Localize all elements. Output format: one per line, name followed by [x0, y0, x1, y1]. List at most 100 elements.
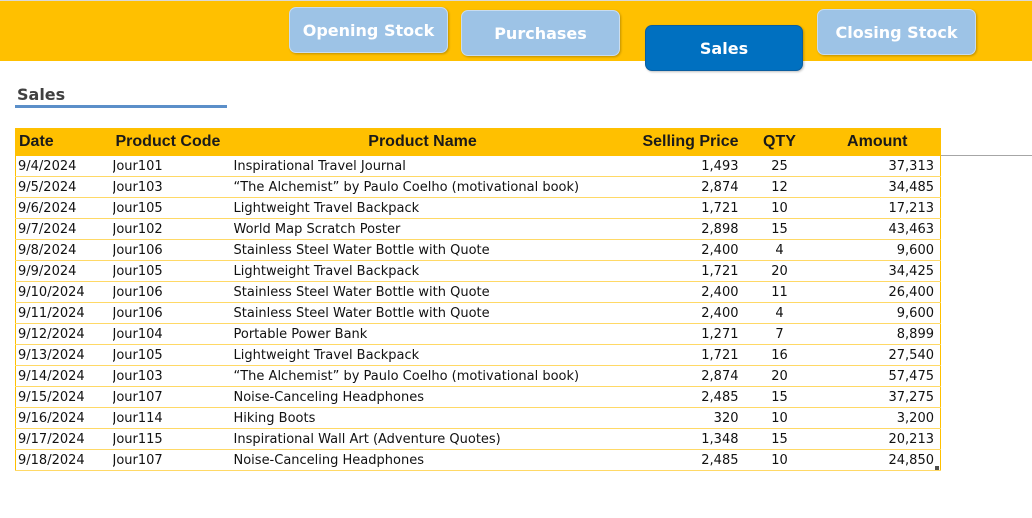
cell-product-name[interactable]: Lightweight Travel Backpack: [230, 260, 615, 282]
cell-qty[interactable]: 20: [744, 365, 815, 387]
cell-product-code[interactable]: Jour114: [112, 407, 231, 429]
table-row[interactable]: 9/16/2024 Jour114 Hiking Boots 320 10 3,200: [15, 407, 941, 429]
cell-selling-price[interactable]: 2,400: [614, 302, 745, 324]
cell-amount[interactable]: 57,475: [814, 365, 941, 387]
cell-date[interactable]: 9/9/2024: [15, 260, 113, 282]
cell-date[interactable]: 9/14/2024: [15, 365, 113, 387]
cell-amount[interactable]: 37,275: [814, 386, 941, 408]
cell-amount[interactable]: 34,485: [814, 176, 941, 198]
cell-qty[interactable]: 15: [744, 218, 815, 240]
table-row[interactable]: 9/14/2024 Jour103 “The Alchemist” by Paulo…: [15, 365, 941, 387]
table-row[interactable]: 9/4/2024 Jour101 Inspirational Travel Jour…: [15, 155, 941, 177]
cell-product-name[interactable]: “The Alchemist” by Paulo Coelho (motivat…: [230, 365, 615, 387]
cell-product-name[interactable]: Lightweight Travel Backpack: [230, 197, 615, 219]
cell-amount[interactable]: 24,850: [814, 449, 941, 471]
cell-selling-price[interactable]: 1,271: [614, 323, 745, 345]
cell-qty[interactable]: 16: [744, 344, 815, 366]
cell-selling-price[interactable]: 2,400: [614, 239, 745, 261]
cell-product-code[interactable]: Jour102: [112, 218, 231, 240]
table-row[interactable]: 9/9/2024 Jour105 Lightweight Travel Backpa…: [15, 260, 941, 282]
cell-selling-price[interactable]: 2,874: [614, 176, 745, 198]
cell-date[interactable]: 9/16/2024: [15, 407, 113, 429]
column-header-amount[interactable]: Amount: [814, 128, 941, 156]
column-header-date[interactable]: Date: [15, 128, 113, 156]
cell-selling-price[interactable]: 1,721: [614, 260, 745, 282]
cell-product-code[interactable]: Jour103: [112, 365, 231, 387]
cell-amount[interactable]: 20,213: [814, 428, 941, 450]
cell-amount[interactable]: 37,313: [814, 155, 941, 177]
cell-product-code[interactable]: Jour105: [112, 344, 231, 366]
table-row[interactable]: 9/18/2024 Jour107 Noise-Canceling Headphon…: [15, 449, 941, 471]
cell-product-code[interactable]: Jour106: [112, 281, 231, 303]
cell-product-code[interactable]: Jour106: [112, 239, 231, 261]
cell-product-code[interactable]: Jour106: [112, 302, 231, 324]
cell-selling-price[interactable]: 1,721: [614, 197, 745, 219]
cell-date[interactable]: 9/17/2024: [15, 428, 113, 450]
table-row[interactable]: 9/11/2024 Jour106 Stainless Steel Water Bo…: [15, 302, 941, 324]
cell-product-name[interactable]: Stainless Steel Water Bottle with Quote: [230, 281, 615, 303]
table-row[interactable]: 9/6/2024 Jour105 Lightweight Travel Backpa…: [15, 197, 941, 219]
cell-selling-price[interactable]: 2,485: [614, 449, 745, 471]
cell-selling-price[interactable]: 2,874: [614, 365, 745, 387]
cell-product-name[interactable]: Stainless Steel Water Bottle with Quote: [230, 239, 615, 261]
cell-date[interactable]: 9/4/2024: [15, 155, 113, 177]
cell-product-code[interactable]: Jour105: [112, 260, 231, 282]
cell-qty[interactable]: 4: [744, 239, 815, 261]
cell-qty[interactable]: 15: [744, 428, 815, 450]
cell-date[interactable]: 9/15/2024: [15, 386, 113, 408]
cell-product-code[interactable]: Jour115: [112, 428, 231, 450]
cell-selling-price[interactable]: 1,493: [614, 155, 745, 177]
tab-purchases[interactable]: Purchases: [461, 10, 620, 56]
cell-date[interactable]: 9/18/2024: [15, 449, 113, 471]
cell-amount[interactable]: 34,425: [814, 260, 941, 282]
cell-product-name[interactable]: Stainless Steel Water Bottle with Quote: [230, 302, 615, 324]
cell-product-name[interactable]: Portable Power Bank: [230, 323, 615, 345]
cell-amount[interactable]: 8,899: [814, 323, 941, 345]
cell-product-code[interactable]: Jour107: [112, 386, 231, 408]
cell-product-name[interactable]: Inspirational Wall Art (Adventure Quotes…: [230, 428, 615, 450]
table-row[interactable]: 9/5/2024 Jour103 “The Alchemist” by Paulo …: [15, 176, 941, 198]
cell-product-code[interactable]: Jour105: [112, 197, 231, 219]
cell-product-name[interactable]: “The Alchemist” by Paulo Coelho (motivat…: [230, 176, 615, 198]
cell-date[interactable]: 9/8/2024: [15, 239, 113, 261]
cell-date[interactable]: 9/5/2024: [15, 176, 113, 198]
table-row[interactable]: 9/7/2024 Jour102 World Map Scratch Poster 2…: [15, 218, 941, 240]
cell-qty[interactable]: 7: [744, 323, 815, 345]
cell-qty[interactable]: 10: [744, 407, 815, 429]
cell-amount[interactable]: 9,600: [814, 239, 941, 261]
table-row[interactable]: 9/10/2024 Jour106 Stainless Steel Water Bo…: [15, 281, 941, 303]
table-row[interactable]: 9/17/2024 Jour115 Inspirational Wall Art (…: [15, 428, 941, 450]
cell-selling-price[interactable]: 2,485: [614, 386, 745, 408]
cell-selling-price[interactable]: 2,898: [614, 218, 745, 240]
cell-amount[interactable]: 43,463: [814, 218, 941, 240]
column-header-qty[interactable]: QTY: [744, 128, 815, 156]
cell-amount[interactable]: 3,200: [814, 407, 941, 429]
cell-date[interactable]: 9/7/2024: [15, 218, 113, 240]
cell-date[interactable]: 9/11/2024: [15, 302, 113, 324]
cell-qty[interactable]: 11: [744, 281, 815, 303]
cell-qty[interactable]: 4: [744, 302, 815, 324]
cell-amount[interactable]: 9,600: [814, 302, 941, 324]
cell-product-name[interactable]: World Map Scratch Poster: [230, 218, 615, 240]
tab-sales[interactable]: Sales: [645, 25, 803, 71]
cell-qty[interactable]: 10: [744, 449, 815, 471]
table-row[interactable]: 9/15/2024 Jour107 Noise-Canceling Headphon…: [15, 386, 941, 408]
cell-qty[interactable]: 15: [744, 386, 815, 408]
cell-selling-price[interactable]: 1,721: [614, 344, 745, 366]
cell-product-name[interactable]: Noise-Canceling Headphones: [230, 386, 615, 408]
cell-date[interactable]: 9/12/2024: [15, 323, 113, 345]
cell-date[interactable]: 9/6/2024: [15, 197, 113, 219]
cell-selling-price[interactable]: 2,400: [614, 281, 745, 303]
cell-product-name[interactable]: Hiking Boots: [230, 407, 615, 429]
cell-selling-price[interactable]: 320: [614, 407, 745, 429]
cell-product-code[interactable]: Jour101: [112, 155, 231, 177]
cell-qty[interactable]: 25: [744, 155, 815, 177]
cell-product-code[interactable]: Jour107: [112, 449, 231, 471]
cell-amount[interactable]: 17,213: [814, 197, 941, 219]
cell-selling-price[interactable]: 1,348: [614, 428, 745, 450]
tab-closing-stock[interactable]: Closing Stock: [817, 9, 976, 55]
table-row[interactable]: 9/12/2024 Jour104 Portable Power Bank 1,271…: [15, 323, 941, 345]
column-header-product-name[interactable]: Product Name: [230, 128, 615, 156]
column-header-selling-price[interactable]: Selling Price: [614, 128, 745, 156]
cell-qty[interactable]: 20: [744, 260, 815, 282]
